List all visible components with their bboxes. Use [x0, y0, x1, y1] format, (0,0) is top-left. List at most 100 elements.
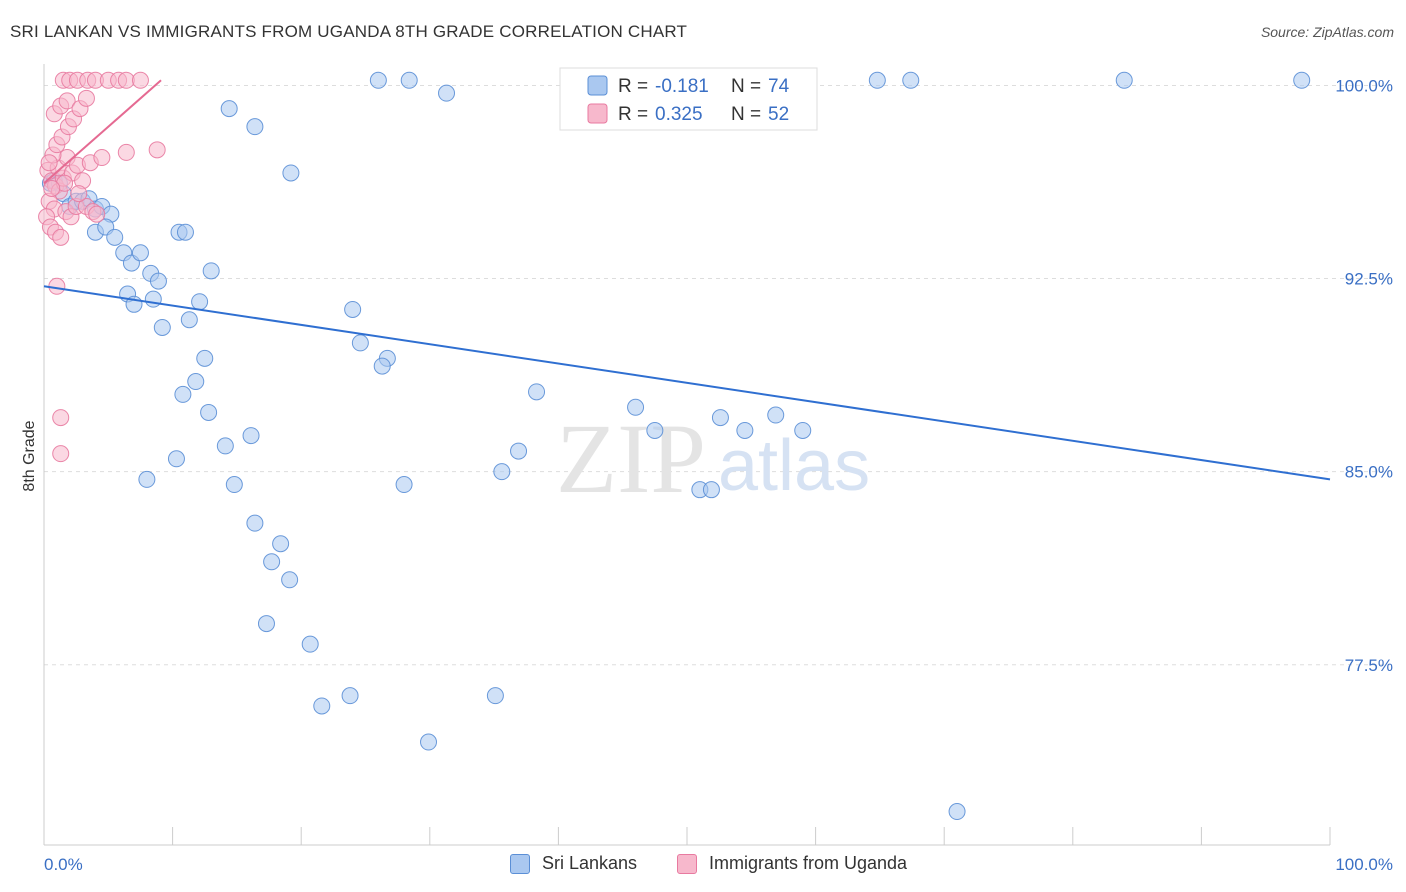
y-tick-label: 77.5% [1345, 656, 1393, 675]
data-point [373, 357, 391, 375]
data-point [117, 143, 135, 161]
data-point [52, 445, 70, 463]
data-point [148, 141, 166, 159]
data-point [131, 71, 149, 89]
data-point [868, 71, 886, 89]
data-point [52, 409, 70, 427]
legend-r-label: R = [618, 76, 648, 97]
data-point [176, 223, 194, 241]
data-point [93, 149, 111, 167]
trend-line-pink [43, 79, 162, 185]
data-point [242, 427, 260, 445]
legend-n-label: N = [731, 76, 761, 97]
data-point [510, 442, 528, 460]
data-point [282, 164, 300, 182]
legend-n-value: 74 [768, 76, 790, 97]
data-point [400, 71, 418, 89]
data-point [369, 71, 387, 89]
data-point [191, 293, 209, 311]
data-point [70, 185, 88, 203]
data-point [341, 687, 359, 705]
data-point [646, 421, 664, 439]
legend-swatch-blue [510, 853, 530, 874]
legend-swatch-pink [587, 103, 608, 124]
data-point [263, 553, 281, 571]
data-point [486, 687, 504, 705]
legend-label: Immigrants from Uganda [709, 853, 908, 873]
data-point [88, 205, 106, 223]
data-point [438, 84, 456, 102]
data-point [43, 179, 61, 197]
data-point [767, 406, 785, 424]
data-point [420, 733, 438, 751]
data-point [180, 311, 198, 329]
legend-swatch-blue [587, 75, 608, 96]
x-tick-label: 100.0% [1335, 855, 1393, 874]
data-point [202, 262, 220, 280]
legend-swatch-pink [677, 853, 697, 874]
y-tick-label: 92.5% [1345, 270, 1393, 289]
axes [43, 64, 1331, 846]
data-point [153, 318, 171, 336]
data-point [627, 398, 645, 416]
chart-title: SRI LANKAN VS IMMIGRANTS FROM UGANDA 8TH… [10, 22, 688, 41]
watermark: ZIP atlas [556, 403, 870, 514]
data-point [144, 290, 162, 308]
y-tick-label: 85.0% [1345, 463, 1393, 482]
data-point [351, 334, 369, 352]
data-point [48, 277, 66, 295]
trend-line-blue [43, 285, 1331, 481]
data-point [257, 615, 275, 633]
data-point [52, 228, 70, 246]
data-point [272, 535, 290, 553]
data-point [794, 421, 812, 439]
data-point [167, 450, 185, 468]
data-point [1293, 71, 1311, 89]
data-point [493, 463, 511, 481]
legend-r-value: -0.181 [655, 76, 709, 97]
data-point [220, 100, 238, 118]
trend-lines [43, 79, 1331, 481]
series-legend: Sri Lankans Immigrants from Uganda [0, 850, 1406, 880]
y-axis-title: 8th Grade [21, 420, 38, 491]
legend-r-label: R = [618, 104, 648, 125]
data-point [58, 92, 76, 110]
data-point [1115, 71, 1133, 89]
data-point [711, 409, 729, 427]
x-tick-labels: 0.0% 100.0% [44, 855, 1393, 874]
data-point [187, 373, 205, 391]
data-point [40, 154, 58, 172]
correlation-legend: R = -0.181 N = 74 R = 0.325 N = 52 [559, 67, 818, 131]
series-sri-lankans [41, 71, 1311, 821]
data-point [395, 476, 413, 494]
data-point [281, 571, 299, 589]
data-point [313, 697, 331, 715]
legend-item-immigrants-from-uganda[interactable]: Immigrants from Uganda [677, 853, 907, 874]
legend-item-sri-lankans[interactable]: Sri Lankans [510, 853, 637, 874]
data-point [301, 635, 319, 653]
legend-r-value: 0.325 [655, 104, 703, 125]
data-point [149, 272, 167, 290]
data-point [528, 383, 546, 401]
legend-n-label: N = [731, 104, 761, 125]
data-point [225, 476, 243, 494]
gridlines [44, 84, 1390, 666]
data-point [702, 481, 720, 499]
data-point [344, 300, 362, 318]
watermark-atlas: atlas [718, 426, 870, 506]
data-point [216, 437, 234, 455]
data-point [948, 803, 966, 821]
data-point [174, 385, 192, 403]
data-point [131, 244, 149, 262]
watermark-zip: ZIP [556, 403, 706, 514]
x-tick-label: 0.0% [44, 855, 83, 874]
data-point [246, 118, 264, 136]
y-tick-labels: 100.0% 92.5% 85.0% 77.5% [1335, 76, 1393, 674]
data-point [106, 228, 124, 246]
legend-n-value: 52 [768, 104, 789, 125]
data-point [736, 421, 754, 439]
data-point [246, 514, 264, 532]
series-immigrants-from-uganda [38, 71, 166, 463]
y-tick-label: 100.0% [1335, 76, 1393, 95]
